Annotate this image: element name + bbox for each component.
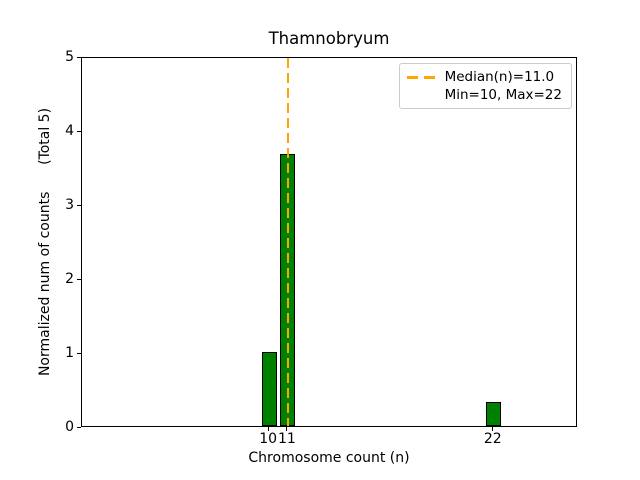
y-tick-label: 4 [65, 122, 74, 139]
y-tick-mark [77, 426, 81, 428]
x-tick-label: 11 [277, 431, 296, 447]
bar-x10 [261, 352, 277, 426]
legend-label-minmax: Min=10, Max=22 [444, 87, 562, 103]
y-axis-label: Normalized num of counts (Total 5) [37, 107, 53, 377]
legend-row-minmax: Min=10, Max=22 [407, 86, 562, 104]
y-tick-label: 1 [65, 344, 74, 361]
chart-title: Thamnobryum [268, 29, 390, 48]
x-tick-mark [267, 427, 269, 431]
plot-area: Median(n)=11.0 Min=10, Max=22 [81, 57, 577, 427]
y-tick-mark [77, 56, 81, 58]
y-tick-label: 5 [65, 48, 74, 65]
legend-label-median: Median(n)=11.0 [444, 69, 555, 85]
y-tick-mark [77, 204, 81, 206]
y-tick-label: 0 [65, 418, 74, 435]
x-axis-label: Chromosome count (n) [248, 450, 410, 466]
x-tick-label: 22 [483, 431, 502, 447]
y-tick-mark [77, 352, 81, 354]
legend-row-median: Median(n)=11.0 [406, 68, 562, 86]
x-tick-mark [492, 427, 494, 431]
y-tick-mark [77, 278, 81, 280]
legend: Median(n)=11.0 Min=10, Max=22 [398, 63, 572, 109]
x-tick-mark [286, 427, 288, 431]
y-tick-mark [77, 130, 81, 132]
bar-x22 [486, 401, 502, 426]
median-line [286, 58, 290, 426]
dashed-line-icon [406, 75, 435, 79]
x-tick-label: 10 [259, 431, 278, 447]
y-tick-label: 2 [65, 270, 74, 287]
y-tick-label: 3 [65, 196, 74, 213]
